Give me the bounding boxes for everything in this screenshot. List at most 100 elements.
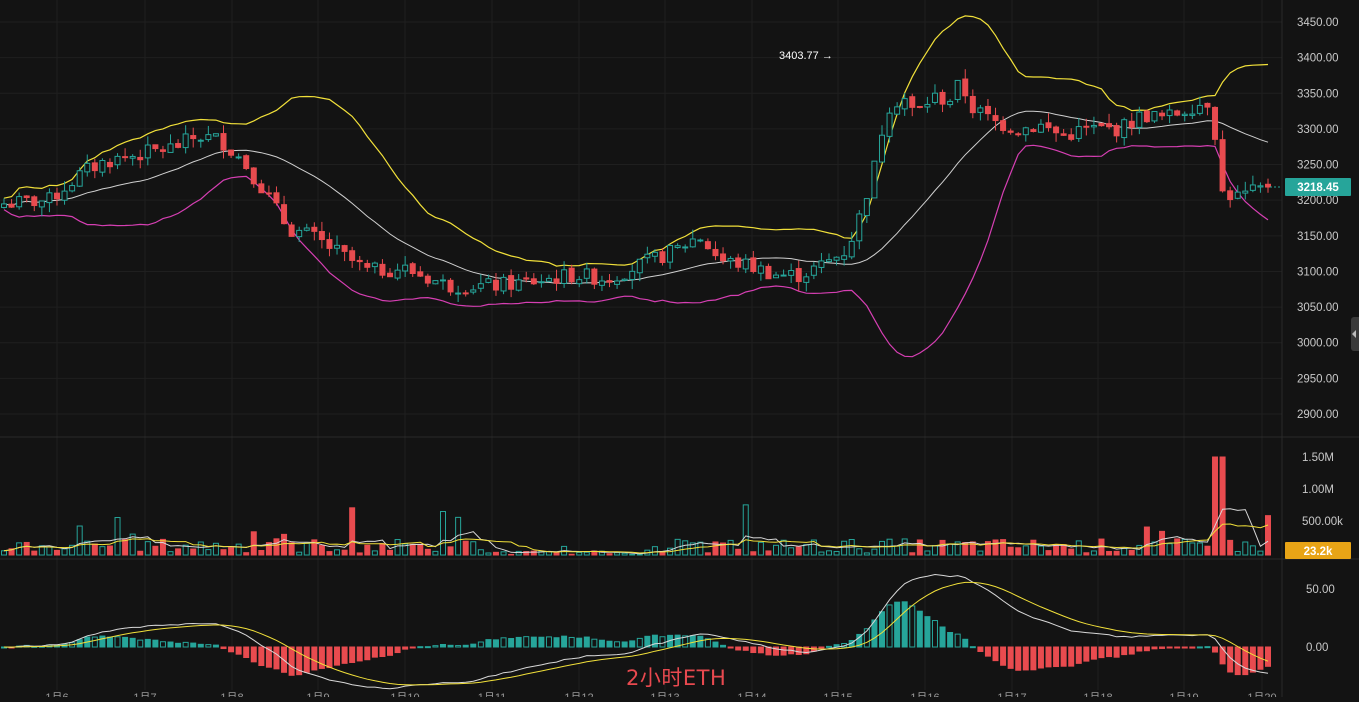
volume-bar — [1106, 550, 1113, 556]
candle-body — [508, 275, 515, 290]
bollinger-lower-line — [3, 144, 1269, 358]
candle-body — [341, 245, 348, 252]
volume-bar — [190, 548, 197, 556]
volume-bar — [538, 550, 545, 556]
volume-bar — [1242, 541, 1249, 556]
price-tick-label: 3100.00 — [1297, 266, 1339, 278]
candle-body — [568, 267, 575, 283]
candle-body — [16, 196, 23, 208]
volume-bar — [931, 545, 938, 556]
volume-bar — [735, 548, 742, 556]
volume-bar — [53, 549, 60, 556]
volume-bar — [780, 539, 787, 556]
macd-bar — [159, 641, 166, 648]
candle-body — [1045, 122, 1052, 129]
candle-body — [1007, 130, 1014, 133]
macd-bar — [205, 644, 212, 648]
volume-tick-label: 500.00k — [1302, 516, 1343, 528]
volume-bar — [394, 539, 401, 556]
macd-bar — [311, 646, 318, 671]
candle-body — [841, 255, 848, 260]
macd-bar — [175, 642, 182, 648]
candle-body — [863, 198, 870, 217]
volume-bar — [364, 544, 371, 556]
macd-bar — [636, 637, 643, 648]
macd-bar — [296, 646, 303, 676]
volume-bar — [954, 541, 961, 556]
volume-bar — [1022, 545, 1029, 556]
macd-dif-line — [3, 573, 1269, 690]
volume-bar — [1083, 552, 1090, 556]
candle-body — [8, 203, 15, 208]
volume-bar — [773, 544, 780, 556]
macd-bar — [1053, 646, 1060, 668]
date-label: 1月19 — [1169, 692, 1198, 697]
macd-bar — [598, 639, 605, 648]
macd-bar — [621, 641, 628, 648]
candle-body — [114, 155, 121, 166]
date-label: 1月17 — [997, 692, 1026, 697]
volume-bar — [742, 504, 749, 556]
macd-bar — [894, 601, 901, 648]
candle-body — [750, 257, 757, 273]
volume-bar — [462, 540, 469, 556]
candle-body — [500, 276, 507, 292]
volume-bar — [568, 553, 575, 556]
volume-bar — [1136, 544, 1143, 556]
volume-bar — [553, 552, 560, 556]
macd-bar — [91, 636, 98, 648]
candle-body — [1075, 126, 1082, 139]
volume-bar — [144, 541, 151, 556]
volume-bar — [916, 539, 923, 556]
macd-bar — [674, 634, 681, 648]
macd-bar — [447, 644, 454, 648]
volume-bar — [863, 552, 870, 556]
candle-body — [1000, 120, 1007, 131]
date-label: 1月16 — [910, 692, 939, 697]
macd-bar — [1106, 646, 1113, 658]
date-label: 1月9 — [306, 692, 329, 697]
volume-bar — [1075, 540, 1082, 556]
volume-bar — [720, 542, 727, 556]
candle-body — [561, 269, 568, 284]
volume-bar — [250, 531, 257, 556]
volume-bar — [1000, 539, 1007, 556]
macd-bar — [1068, 646, 1075, 667]
volume-tag-text: 23.2k — [1304, 546, 1333, 558]
candle-body — [402, 264, 409, 272]
candle-body — [492, 279, 499, 291]
candle-body — [720, 253, 727, 262]
candle-body — [23, 195, 30, 199]
macd-bar — [863, 628, 870, 648]
date-label: 1月15 — [823, 692, 852, 697]
macd-bar — [629, 640, 636, 648]
macd-bar — [931, 620, 938, 648]
price-tick-label: 3200.00 — [1297, 195, 1339, 207]
candle-body — [462, 292, 469, 295]
candle-body — [439, 279, 446, 282]
panel-collapse-handle[interactable] — [1351, 317, 1359, 351]
volume-bar — [1045, 550, 1052, 556]
volume-bar — [765, 550, 772, 556]
macd-bar — [553, 637, 560, 648]
candle-body — [273, 192, 280, 204]
volume-bar — [106, 545, 113, 556]
candle-body — [636, 258, 643, 274]
volume-bar — [810, 539, 817, 556]
candle-body — [69, 185, 76, 192]
candle-body — [1204, 102, 1211, 108]
candle-body — [1189, 113, 1196, 116]
macd-bar — [220, 646, 227, 650]
volume-bar — [704, 552, 711, 556]
candle-body — [379, 263, 386, 276]
candle-body — [1219, 139, 1226, 192]
macd-bar — [659, 636, 666, 648]
volume-bar — [947, 543, 954, 556]
volume-bar — [159, 538, 166, 556]
volume-bar — [1037, 545, 1044, 556]
volume-bar — [523, 551, 530, 556]
macd-bar — [697, 635, 704, 648]
